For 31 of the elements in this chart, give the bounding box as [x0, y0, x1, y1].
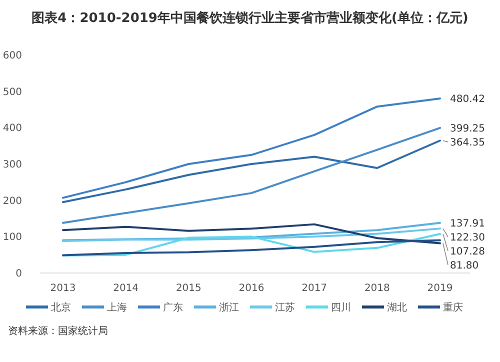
x-tick-label: 2014: [113, 283, 139, 294]
legend-label: 浙江: [219, 302, 239, 314]
x-tick-label: 2013: [50, 283, 76, 294]
x-tick-label: 2016: [238, 283, 264, 294]
legend-label: 广东: [163, 302, 183, 314]
legend-label: 四川: [331, 302, 351, 314]
data-label: 81.80: [450, 260, 479, 272]
y-tick-label: 300: [2, 160, 22, 170]
data-label: 399.25: [450, 123, 485, 134]
legend-label: 江苏: [275, 302, 295, 314]
y-tick-label: 400: [2, 123, 22, 134]
y-tick-label: 500: [2, 86, 22, 98]
chart-title: 图表4：2010-2019年中国餐饮连锁行业主要省市营业额变化(单位：亿元): [32, 10, 468, 26]
legend-label: 重庆: [443, 302, 463, 314]
y-tick-label: 600: [2, 50, 22, 62]
data-label: 364.35: [450, 137, 485, 148]
x-tick-label: 2019: [427, 283, 453, 294]
text: 资料来源：国家统计局: [8, 325, 108, 337]
data-label: 480.42: [450, 94, 485, 105]
legend-label: 上海: [107, 302, 127, 314]
x-tick-label: 2017: [302, 283, 328, 294]
y-tick-label: 100: [2, 232, 22, 244]
data-label: 107.28: [450, 246, 485, 258]
x-tick-label: 2018: [364, 283, 390, 294]
y-tick-label: 200: [2, 196, 22, 207]
x-tick-label: 2015: [176, 283, 202, 294]
legend-label: 湖北: [387, 302, 407, 314]
data-label: 137.91: [450, 218, 485, 230]
y-tick-label: 0: [16, 268, 22, 280]
legend-label: 北京: [51, 302, 71, 314]
data-label: 122.30: [450, 232, 485, 244]
